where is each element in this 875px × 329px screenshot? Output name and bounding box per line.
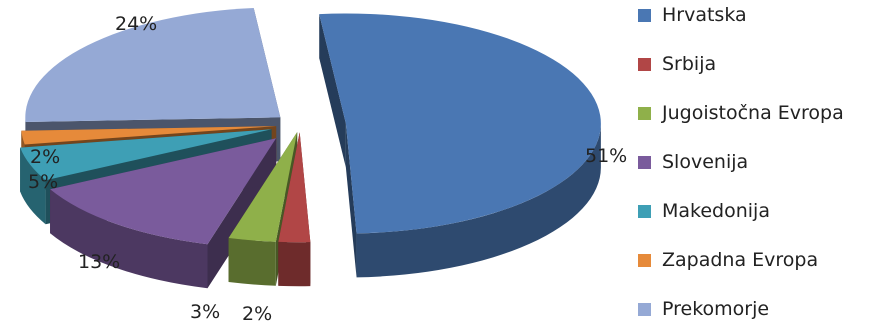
data-label: 2% bbox=[242, 303, 272, 325]
legend-item: Makedonija bbox=[638, 200, 770, 222]
legend-label: Srbija bbox=[662, 53, 716, 75]
slice-slovenija bbox=[50, 138, 277, 289]
legend-label: Makedonija bbox=[662, 200, 770, 222]
legend-label: Slovenija bbox=[662, 151, 748, 173]
legend-item: Prekomorje bbox=[638, 298, 769, 320]
legend-label: Zapadna Evropa bbox=[662, 249, 818, 271]
data-label: 2% bbox=[30, 146, 60, 168]
legend-swatch bbox=[638, 205, 651, 218]
legend-item: Slovenija bbox=[638, 151, 748, 173]
legend-label: Prekomorje bbox=[662, 298, 769, 320]
legend-label: Hrvatska bbox=[662, 4, 747, 26]
data-label: 24% bbox=[115, 13, 157, 35]
legend-swatch bbox=[638, 107, 651, 120]
pie-slices bbox=[20, 7, 601, 289]
legend-swatch bbox=[638, 254, 651, 267]
legend-swatch bbox=[638, 303, 651, 316]
data-label: 5% bbox=[28, 171, 58, 193]
slice-srbija bbox=[278, 132, 311, 287]
legend-swatch bbox=[638, 9, 651, 22]
legend-item: Jugoistočna Evropa bbox=[638, 102, 844, 124]
legend-item: Hrvatska bbox=[638, 4, 747, 26]
legend-label: Jugoistočna Evropa bbox=[661, 102, 844, 124]
legend: Hrvatska Srbija Jugoistočna Evropa Slovenij… bbox=[638, 4, 844, 320]
data-label: 3% bbox=[190, 301, 220, 323]
pie-labels: 51% 2% 3% 13% 5% 2% 24% bbox=[28, 13, 627, 325]
legend-item: Srbija bbox=[638, 53, 716, 75]
data-label: 51% bbox=[585, 145, 627, 167]
slice-hrvatska bbox=[319, 13, 601, 278]
legend-swatch bbox=[638, 58, 651, 71]
legend-swatch bbox=[638, 156, 651, 169]
data-label: 13% bbox=[78, 251, 120, 273]
legend-item: Zapadna Evropa bbox=[638, 249, 818, 271]
